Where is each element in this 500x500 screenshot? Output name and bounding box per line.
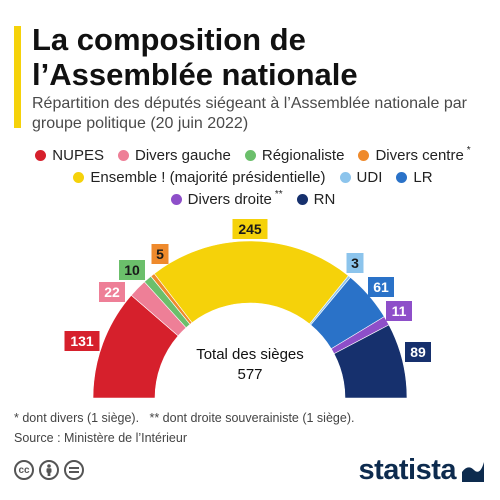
data-label-text: 3	[351, 255, 359, 271]
total-seats-value: 577	[237, 366, 263, 383]
data-label: 22	[99, 282, 125, 302]
data-label: 61	[368, 277, 394, 297]
data-label-box	[405, 342, 431, 362]
legend-label: Divers gauche	[134, 146, 231, 164]
legend-label: Divers centre	[375, 146, 464, 164]
statista-logo[interactable]: statista	[358, 454, 486, 487]
legend-item: Divers droite **	[170, 188, 283, 208]
by-person-icon[interactable]	[39, 460, 59, 480]
license-icons: cc	[14, 460, 89, 480]
legend-label: Régionaliste	[261, 146, 345, 164]
nd-equals-icon[interactable]	[64, 460, 84, 480]
data-label: 3	[346, 253, 364, 273]
data-label-text: 89	[410, 344, 426, 360]
legend-item: Régionaliste	[244, 146, 345, 164]
legend-item: RN	[296, 190, 336, 208]
legend-item: Divers gauche	[117, 146, 231, 164]
data-label-box	[119, 260, 145, 280]
data-label-box	[232, 219, 268, 239]
data-label: 5	[151, 244, 169, 264]
chart-legend: NUPES Divers gauche Régionaliste Divers cen…	[14, 144, 492, 210]
data-label-text: 61	[373, 279, 389, 295]
legend-item: Divers centre *	[358, 144, 471, 164]
data-label-text: 10	[124, 262, 140, 278]
legend-footnote-mark: *	[466, 144, 471, 156]
cc-icon[interactable]: cc	[14, 460, 34, 480]
data-label-box	[386, 301, 412, 321]
legend-row: Divers droite ** RN	[14, 188, 492, 210]
legend-swatch	[339, 171, 351, 183]
legend-label: UDI	[356, 168, 383, 186]
data-label-text: 22	[104, 284, 120, 300]
arc-segment	[333, 324, 408, 399]
data-label-text: 245	[238, 221, 262, 237]
data-label: 89	[405, 342, 431, 362]
legend-label: LR	[413, 168, 433, 186]
data-label-box	[99, 282, 125, 302]
legend-swatch	[117, 149, 129, 161]
data-label: 131	[64, 331, 100, 351]
legend-swatch	[73, 171, 85, 183]
brand-name: statista	[358, 454, 456, 486]
legend-item: Ensemble ! (majorité présidentielle)	[73, 168, 326, 186]
legend-swatch	[170, 193, 182, 205]
legend-swatch	[358, 149, 370, 161]
legend-item: LR	[396, 168, 433, 186]
legend-label: RN	[313, 190, 336, 208]
data-label-box	[346, 253, 364, 273]
footnote: * dont divers (1 siège). ** dont droite …	[14, 411, 355, 425]
arc-segment	[153, 240, 349, 325]
data-label-text: 5	[156, 246, 164, 262]
page-subtitle: Répartition des députés siégeant à l’Ass…	[32, 95, 467, 132]
total-seats-label: Total des sièges	[196, 346, 304, 363]
legend-label: Divers droite	[187, 190, 272, 208]
legend-label: Ensemble ! (majorité présidentielle)	[90, 168, 326, 186]
total-seats: Total des sièges 577	[175, 345, 325, 385]
legend-row: Ensemble ! (majorité présidentielle) UDI L…	[14, 166, 492, 188]
data-label-box	[368, 277, 394, 297]
legend-label: NUPES	[52, 146, 104, 164]
data-label-text: 11	[392, 303, 407, 319]
statista-logo-icon	[462, 461, 484, 482]
data-label-box	[64, 331, 100, 351]
data-label: 11	[386, 301, 412, 321]
data-label-box	[151, 244, 169, 264]
legend-swatch	[244, 149, 256, 161]
data-label: 245	[232, 219, 268, 239]
data-label: 10	[119, 260, 145, 280]
page-title: La composition de l’Assemblée nationale	[32, 22, 358, 92]
source-note: Source : Ministère de l’Intérieur	[14, 431, 187, 445]
legend-swatch	[396, 171, 408, 183]
legend-row: NUPES Divers gauche Régionaliste Divers cen…	[14, 144, 492, 166]
legend-item: NUPES	[35, 147, 104, 164]
legend-swatch	[296, 193, 308, 205]
title-accent-bar	[14, 26, 21, 128]
legend-swatch	[35, 149, 47, 161]
legend-item: UDI	[339, 168, 383, 186]
data-label-text: 131	[70, 333, 94, 349]
legend-footnote-mark: **	[274, 188, 283, 200]
